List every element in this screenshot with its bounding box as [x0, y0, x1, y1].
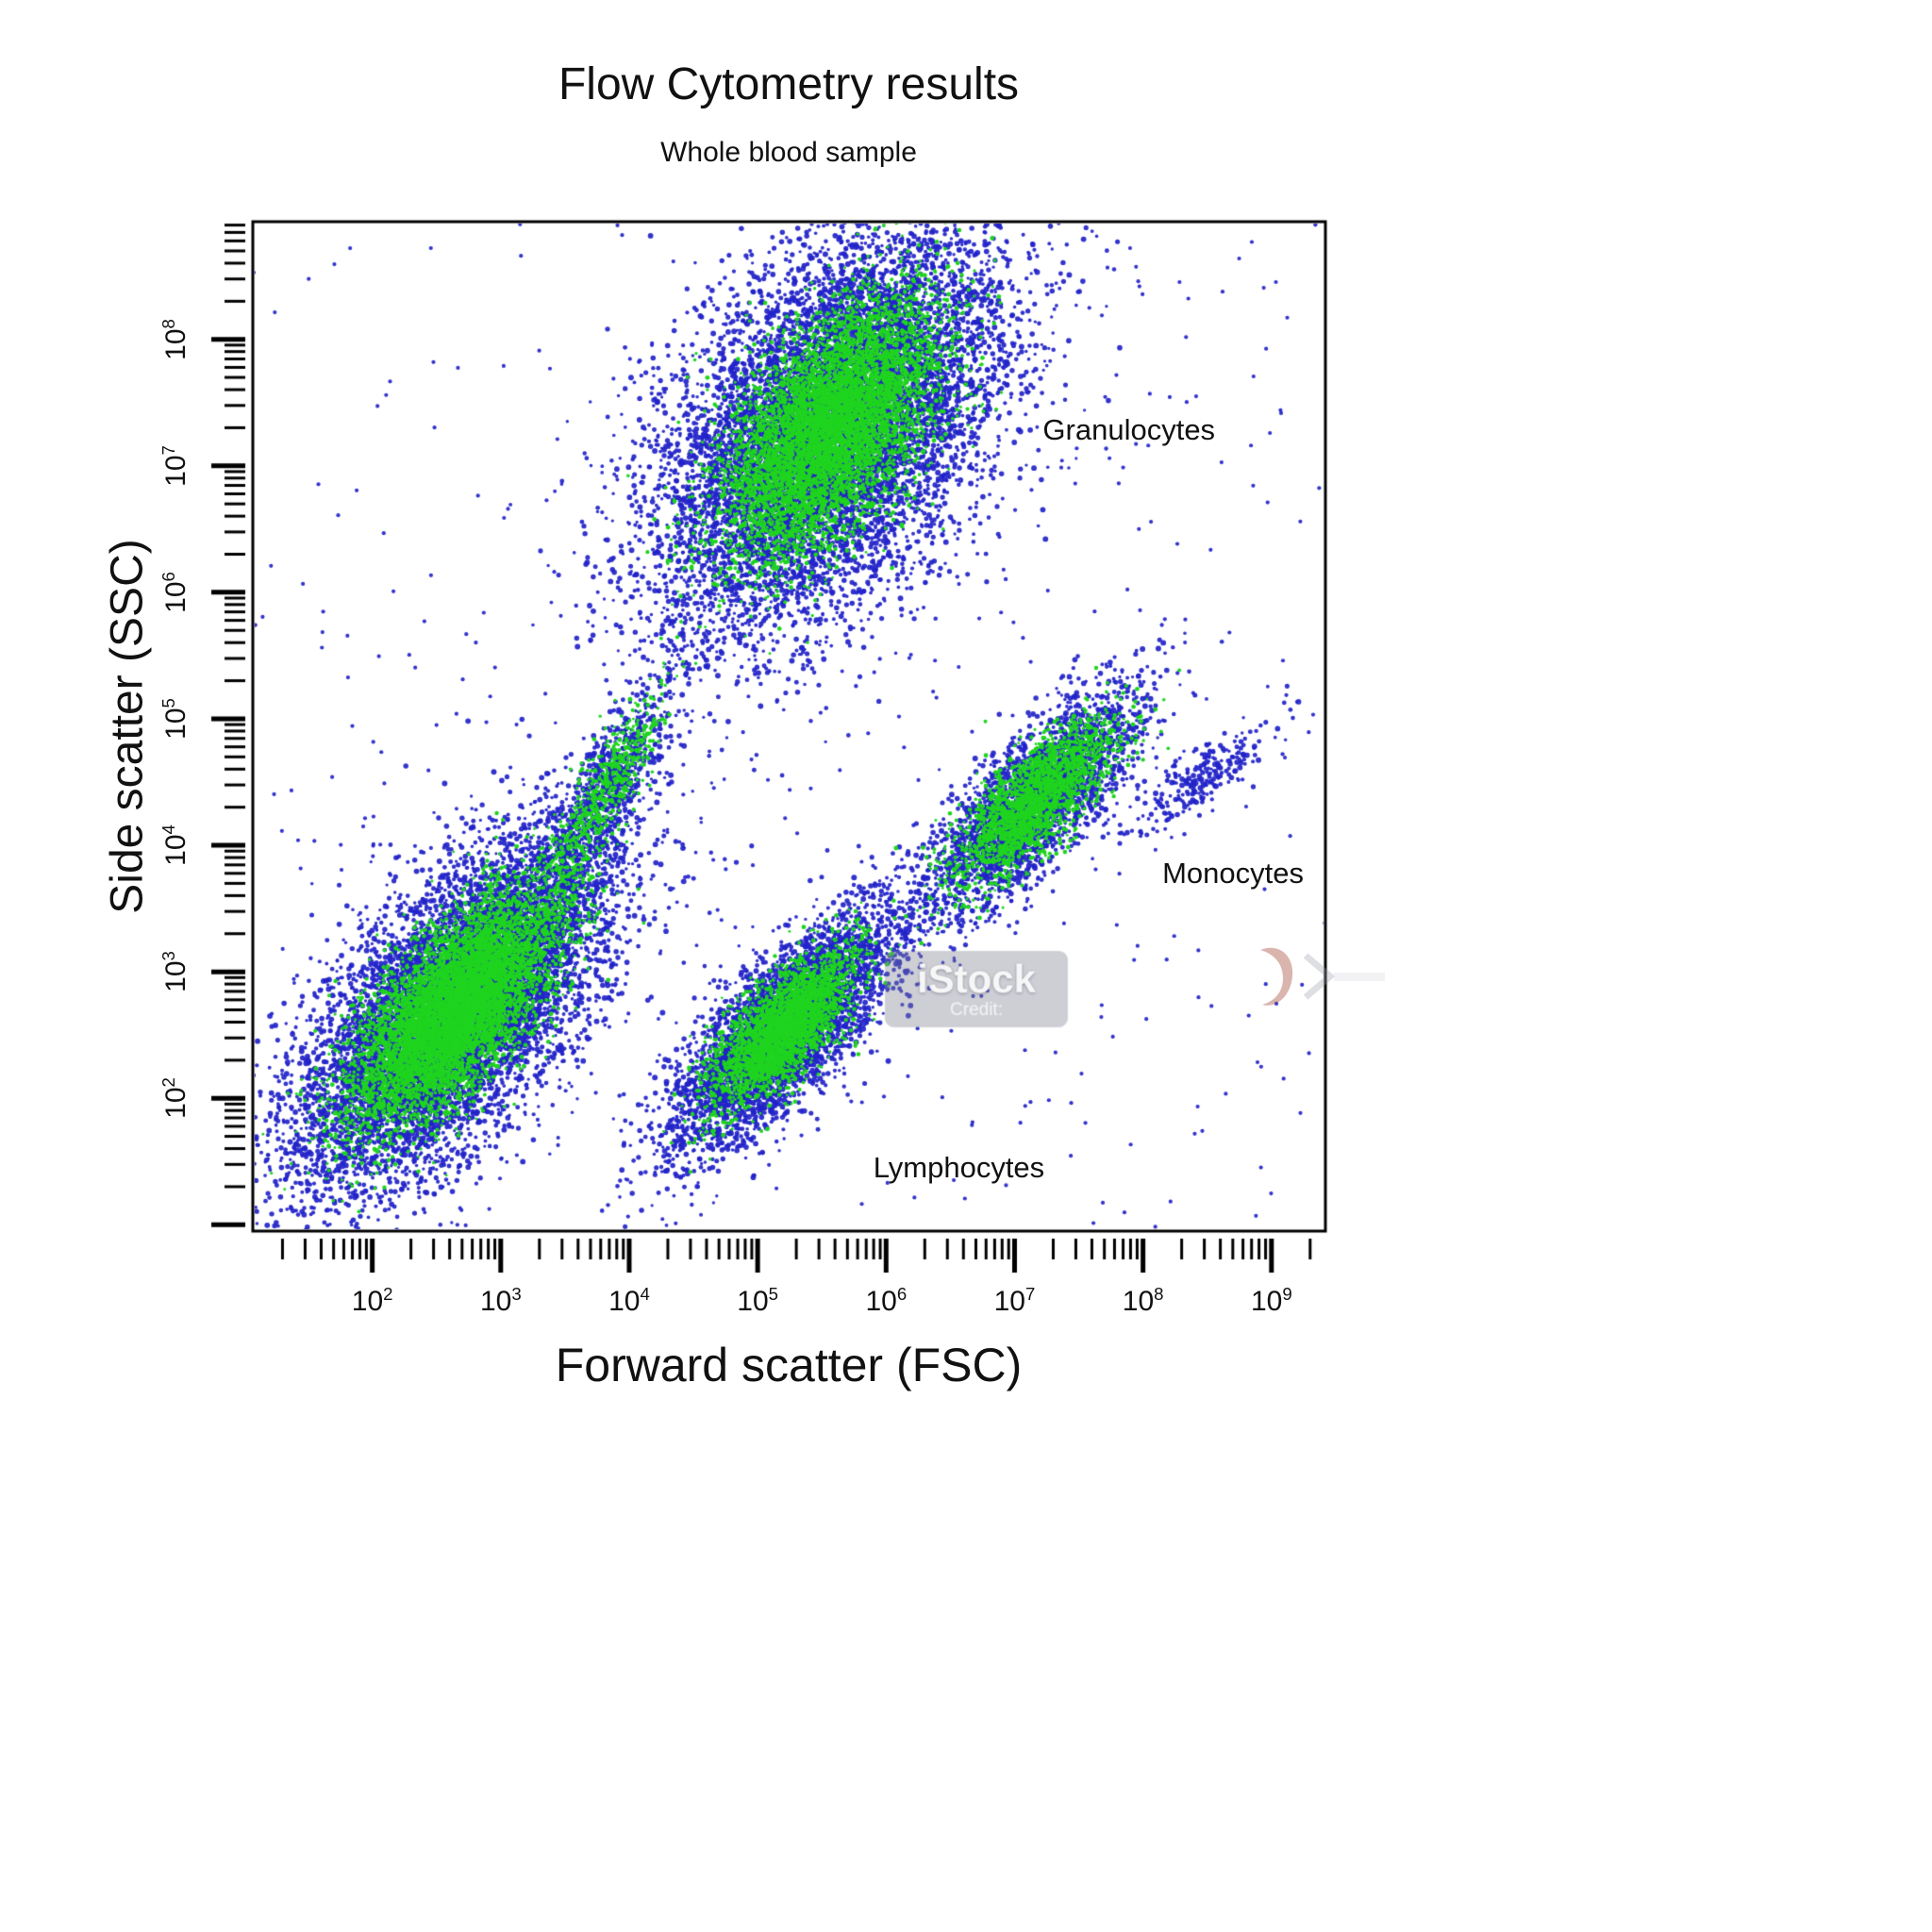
- chart-subtitle: Whole blood sample: [660, 137, 917, 168]
- watermark-brand: iStock: [916, 957, 1037, 1001]
- y-tick-label-1e8: 108: [158, 318, 192, 360]
- chart-title: Flow Cytometry results: [558, 59, 1020, 109]
- x-tick-label-1e2: 102: [351, 1284, 393, 1317]
- y-tick-label-1e5: 105: [158, 698, 192, 740]
- x-tick-label-1e8: 108: [1122, 1284, 1164, 1317]
- watermark-credit: Credit:: [950, 1000, 1003, 1021]
- x-tick-label-1e5: 105: [737, 1284, 778, 1317]
- watermark-swirl-icon: [1260, 947, 1385, 1006]
- y-tick-label-1e2: 102: [158, 1077, 192, 1120]
- y-tick-label-1e4: 104: [158, 824, 192, 866]
- y-axis-label: Side scatter (SSC): [102, 539, 153, 914]
- x-tick-label-1e3: 103: [479, 1284, 522, 1317]
- y-tick-label-1e7: 107: [158, 444, 192, 487]
- annotation-monocytes: Monocytes: [1162, 856, 1304, 890]
- watermark: iStock Credit:: [885, 951, 1068, 1027]
- x-tick-label-1e6: 106: [865, 1284, 908, 1317]
- annotation-granulocytes: Granulocytes: [1042, 413, 1216, 447]
- x-tick-label-1e9: 109: [1250, 1284, 1292, 1317]
- x-tick-label-1e4: 104: [608, 1284, 650, 1317]
- annotation-lymphocytes: Lymphocytes: [873, 1150, 1045, 1184]
- x-axis-label: Forward scatter (FSC): [555, 1339, 1023, 1391]
- y-tick-label-1e3: 103: [158, 951, 192, 992]
- y-tick-label-1e6: 106: [158, 572, 192, 613]
- x-tick-label-1e7: 107: [993, 1284, 1036, 1317]
